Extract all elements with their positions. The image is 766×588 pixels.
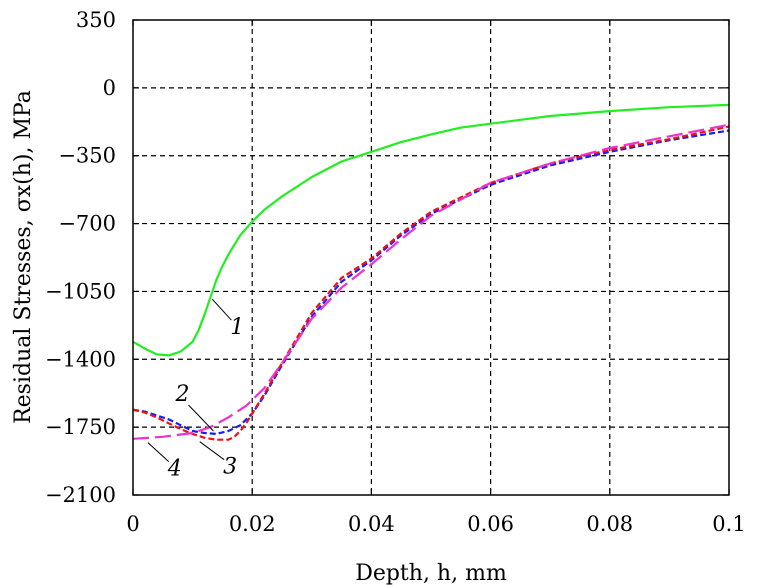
- curve-label-leader: [188, 404, 214, 432]
- x-axis-label: Depth, h, mm: [355, 561, 507, 586]
- series-3-line: [132, 125, 730, 441]
- curve-label-leader: [211, 298, 232, 321]
- x-tick-label: 0.1: [712, 512, 745, 536]
- x-axis-ticks: 0 0.02 0.04 0.06 0.08 0.1: [126, 20, 746, 536]
- series-2-line: [132, 129, 730, 435]
- x-tick-label: 0.08: [586, 512, 633, 536]
- x-tick-label: 0.02: [229, 512, 276, 536]
- y-tick-label: −700: [58, 212, 116, 236]
- y-tick-label: −2100: [45, 483, 116, 507]
- curve-label-4: 4: [167, 457, 182, 482]
- series-4-line: [132, 123, 730, 440]
- grid-lines: [133, 20, 729, 495]
- y-tick-label: 0: [103, 76, 116, 100]
- curve-label-3: 3: [223, 455, 237, 480]
- y-tick-label: 350: [76, 8, 116, 32]
- y-axis-label: Residual Stresses, σx(h), MPa: [11, 90, 36, 424]
- y-tick-label: −350: [58, 144, 116, 168]
- curve-label-leader: [199, 441, 225, 461]
- curve-label-1: 1: [230, 315, 244, 340]
- curve-labels: 1 2 3 4: [147, 298, 244, 482]
- curve-label-leader: [147, 442, 170, 462]
- plot-series: [132, 103, 730, 441]
- y-axis-ticks: 350 0 −350 −700 −1050 −1400 −1750 −2100: [45, 8, 729, 507]
- x-tick-label: 0.06: [467, 512, 514, 536]
- plot-frame: [132, 19, 730, 496]
- y-tick-label: −1400: [45, 347, 116, 371]
- y-tick-label: −1050: [45, 279, 116, 303]
- curve-label-2: 2: [174, 382, 189, 407]
- y-tick-label: −1750: [45, 415, 116, 439]
- x-tick-label: 0.04: [348, 512, 395, 536]
- series-1-line: [132, 103, 730, 357]
- x-tick-label: 0: [126, 512, 139, 536]
